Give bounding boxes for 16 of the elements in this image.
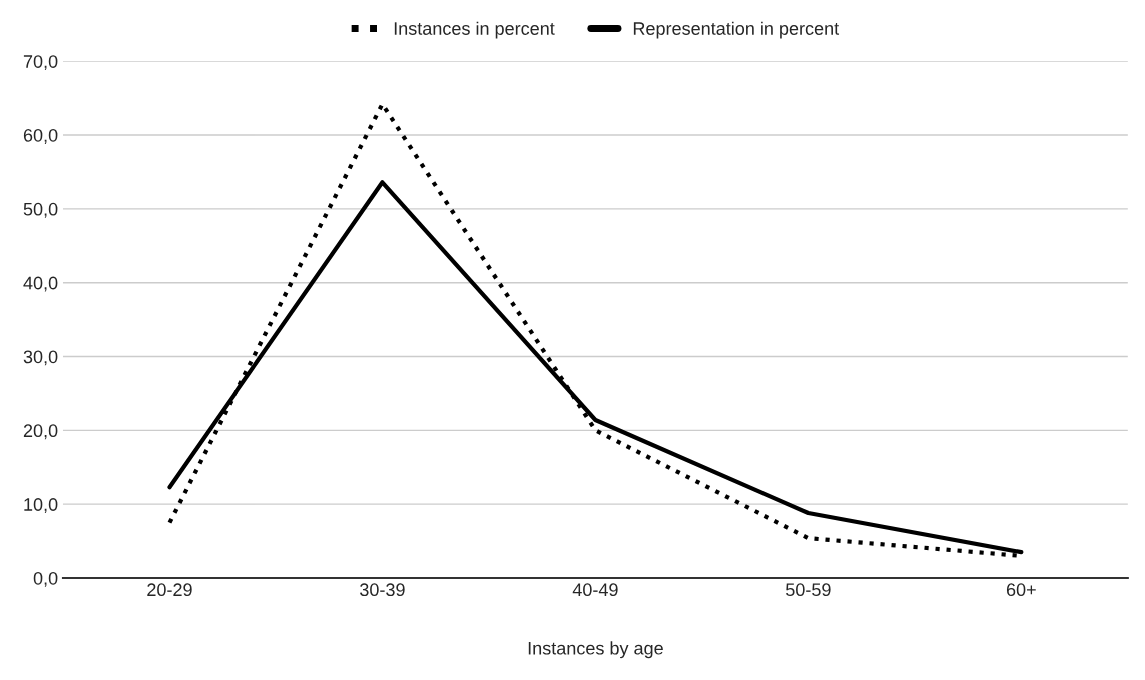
- x-tick-label: 20-29: [147, 583, 192, 597]
- legend-label: Representation in percent: [633, 21, 840, 39]
- x-tick-label: 40-49: [572, 583, 618, 597]
- y-tick-label: 10,0: [24, 498, 58, 514]
- legend-label: Instances in percent: [394, 21, 555, 39]
- y-tick-label: 30,0: [23, 350, 58, 366]
- y-tick-label: 40,0: [23, 276, 58, 292]
- x-tick-label: 60+: [1006, 583, 1036, 597]
- x-axis-title: Instances by age: [528, 641, 663, 659]
- x-tick-label: 50-59: [786, 583, 831, 597]
- y-tick-label: 60,0: [23, 128, 58, 144]
- x-tick-label: 30-39: [360, 583, 405, 597]
- y-tick-label: 0,0: [33, 571, 58, 587]
- y-tick-label: 70,0: [23, 55, 58, 71]
- y-tick-label: 50,0: [23, 202, 58, 218]
- y-tick-label: 20,0: [23, 424, 58, 440]
